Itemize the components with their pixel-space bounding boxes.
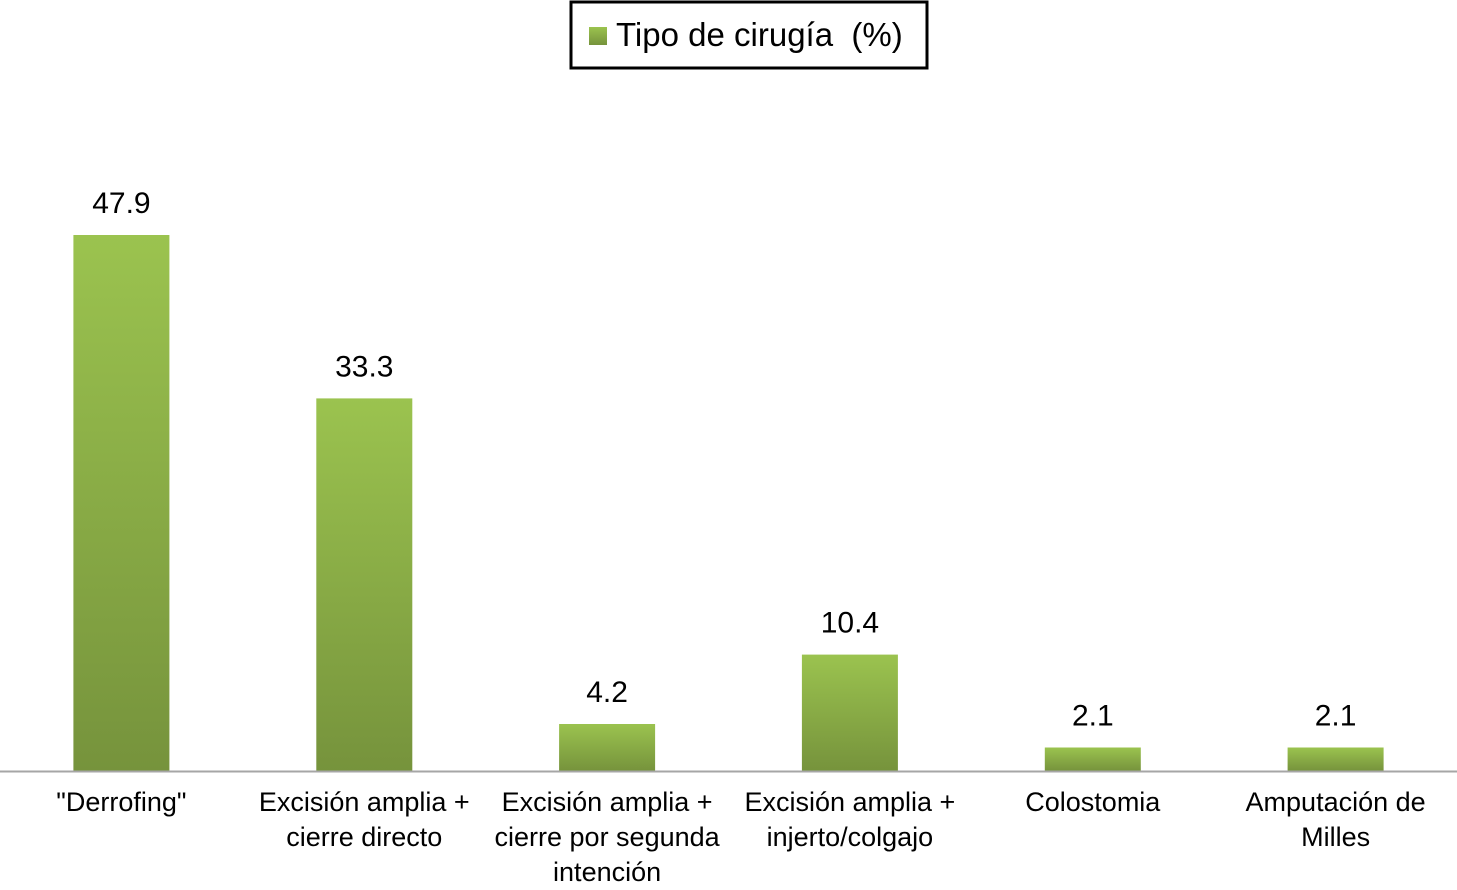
bar [73, 235, 170, 771]
data-label: 10.4 [821, 607, 879, 640]
data-label: 4.2 [586, 676, 628, 709]
x-tick-label-line: Colostomia [1025, 787, 1161, 817]
category-labels: "Derrofing" Excisión amplia + cierre direc… [56, 787, 1425, 887]
x-tick-label: Excisión amplia + injerto/colgajo [744, 787, 955, 852]
x-tick-label-line: cierre por segunda [495, 822, 721, 852]
bar [316, 398, 413, 771]
x-tick-label: Colostomia [1025, 787, 1161, 817]
x-tick-label-line: Excisión amplia + [744, 787, 955, 817]
legend-swatch [589, 27, 607, 45]
bar [801, 654, 898, 771]
data-label: 33.3 [335, 350, 393, 383]
bars [73, 235, 1384, 771]
value-labels: 47.9 33.3 4.2 10.4 2.1 2.1 [92, 187, 1356, 733]
x-tick-label-line: Excisión amplia + [502, 787, 713, 817]
x-tick-label: Excisión amplia + cierre directo [259, 787, 470, 852]
data-label: 2.1 [1072, 700, 1114, 733]
x-tick-label-line: Amputación de [1246, 787, 1426, 817]
data-label: 2.1 [1315, 700, 1357, 733]
bar [559, 724, 656, 771]
legend-label: Tipo de cirugía (%) [616, 16, 903, 53]
data-label: 47.9 [92, 187, 150, 220]
x-tick-label: Excisión amplia + cierre por segunda inten… [495, 787, 721, 887]
legend: Tipo de cirugía (%) [569, 0, 929, 70]
bar [1287, 747, 1384, 771]
x-tick-label: "Derrofing" [56, 787, 186, 817]
x-tick-label-line: injerto/colgajo [767, 822, 934, 852]
x-tick-label-line: intención [553, 857, 661, 887]
x-tick-label-line: "Derrofing" [56, 787, 186, 817]
x-tick-label-line: cierre directo [286, 822, 442, 852]
legend-box [569, 0, 929, 70]
x-tick-label-line: Milles [1301, 822, 1370, 852]
x-tick-label-line: Excisión amplia + [259, 787, 470, 817]
bar [1044, 747, 1141, 771]
x-tick-label: Amputación de Milles [1246, 787, 1426, 852]
